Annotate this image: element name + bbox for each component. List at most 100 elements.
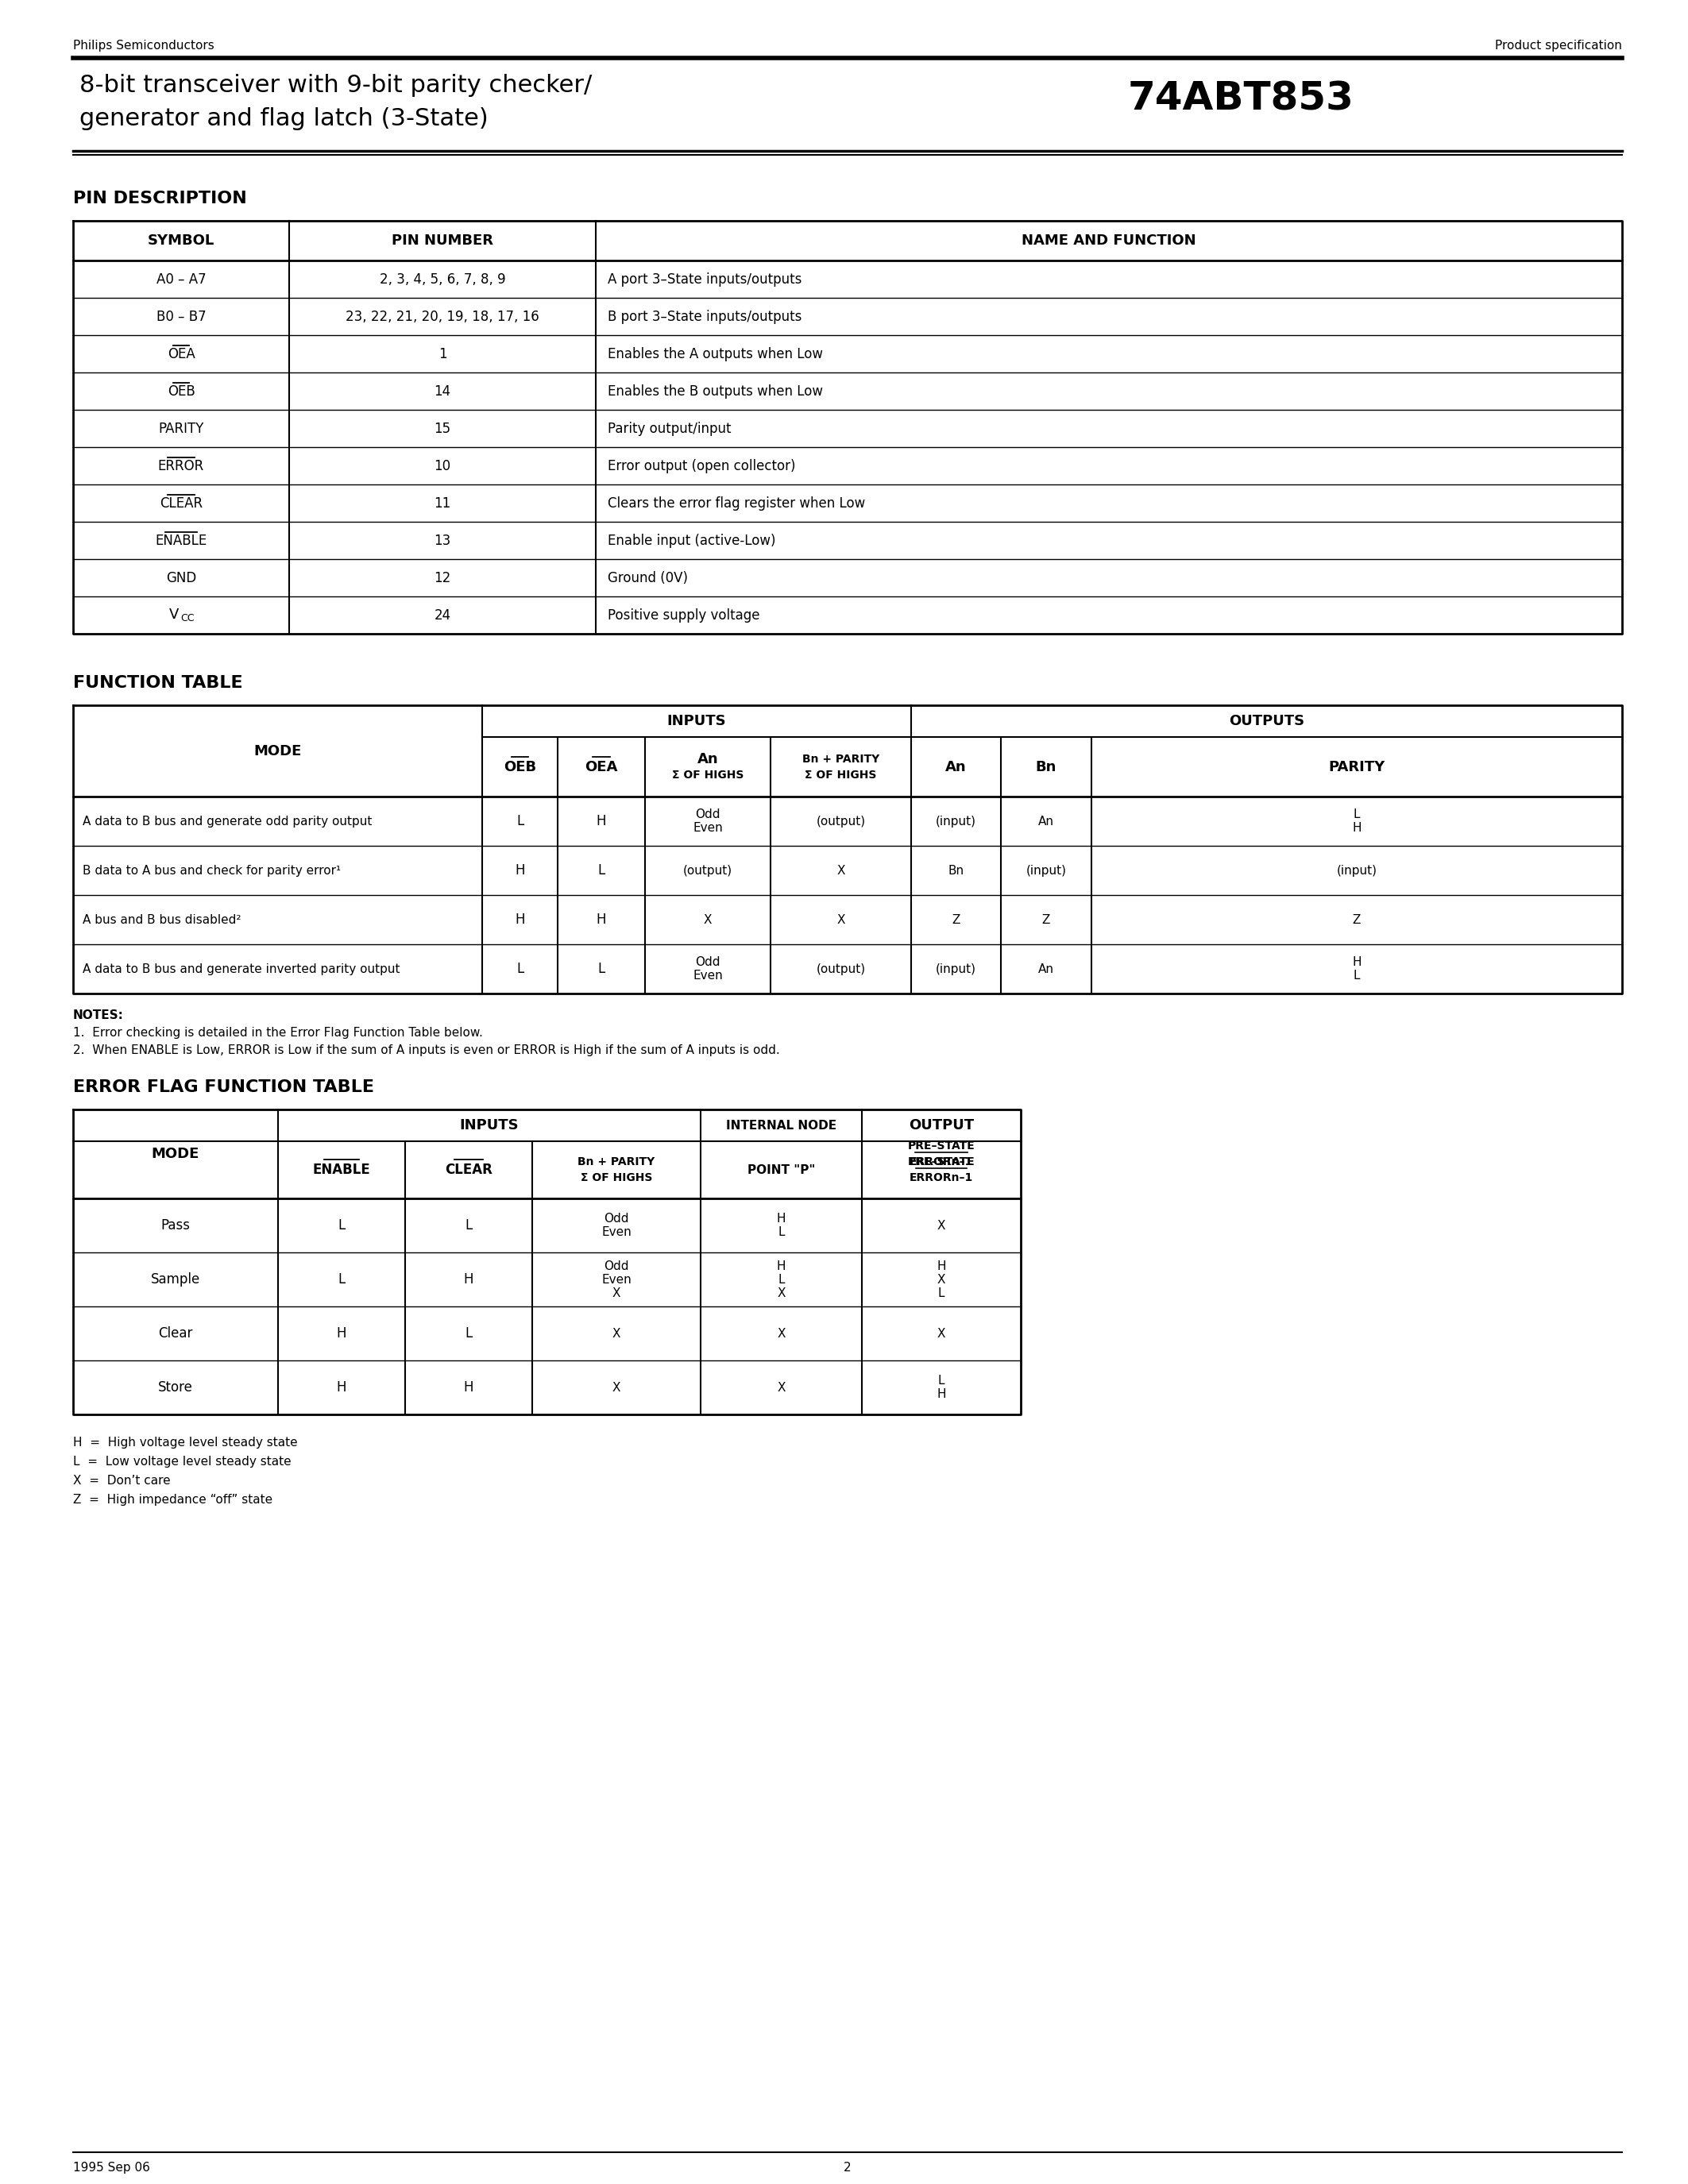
Text: X  =  Don’t care: X = Don’t care [73, 1474, 170, 1487]
Text: 1.  Error checking is detailed in the Error Flag Function Table below.: 1. Error checking is detailed in the Err… [73, 1026, 483, 1040]
Text: INPUTS: INPUTS [667, 714, 726, 727]
Text: Clears the error flag register when Low: Clears the error flag register when Low [608, 496, 866, 511]
Text: An: An [1038, 963, 1053, 974]
Text: CLEAR: CLEAR [446, 1162, 493, 1177]
Text: ENABLE: ENABLE [312, 1162, 370, 1177]
Text: 13: 13 [434, 533, 451, 548]
Text: Bn: Bn [949, 865, 964, 876]
Text: MODE: MODE [253, 745, 302, 758]
Text: PRE–STATE: PRE–STATE [908, 1155, 976, 1168]
Text: CC: CC [181, 614, 194, 622]
Text: 2: 2 [844, 2162, 851, 2173]
Text: Enable input (active-Low): Enable input (active-Low) [608, 533, 776, 548]
Text: H: H [515, 913, 525, 926]
Text: OEB: OEB [503, 760, 537, 773]
Text: X: X [776, 1382, 785, 1393]
Text: X: X [613, 1328, 621, 1339]
Text: L: L [338, 1273, 346, 1286]
Text: Clear: Clear [159, 1326, 192, 1341]
Text: X: X [613, 1286, 621, 1299]
Text: Z: Z [1041, 913, 1050, 926]
Text: 74ABT853: 74ABT853 [1128, 79, 1354, 118]
Text: Bn: Bn [1036, 760, 1057, 773]
Text: Odd: Odd [604, 1212, 630, 1225]
Text: H: H [464, 1273, 474, 1286]
Text: Even: Even [692, 970, 722, 981]
Text: L: L [464, 1219, 473, 1232]
Text: An: An [697, 751, 719, 767]
Text: Odd: Odd [695, 808, 721, 821]
Text: 8-bit transceiver with 9-bit parity checker/: 8-bit transceiver with 9-bit parity chec… [79, 74, 592, 96]
Text: L: L [338, 1219, 346, 1232]
Text: V: V [169, 607, 179, 622]
Text: X: X [776, 1286, 785, 1299]
Text: L: L [778, 1273, 785, 1286]
Text: Pass: Pass [160, 1219, 191, 1232]
Text: Z  =  High impedance “off” state: Z = High impedance “off” state [73, 1494, 272, 1505]
Text: Σ OF HIGHS: Σ OF HIGHS [805, 769, 876, 780]
Text: B data to A bus and check for parity error¹: B data to A bus and check for parity err… [83, 865, 341, 876]
Text: Odd: Odd [604, 1260, 630, 1271]
Text: FUNCTION TABLE: FUNCTION TABLE [73, 675, 243, 690]
Text: A bus and B bus disabled²: A bus and B bus disabled² [83, 913, 241, 926]
Text: A port 3–State inputs/outputs: A port 3–State inputs/outputs [608, 273, 802, 286]
Text: Even: Even [601, 1273, 631, 1286]
Text: (input): (input) [935, 963, 976, 974]
Text: PRE–STATE: PRE–STATE [908, 1140, 976, 1151]
Text: OUTPUTS: OUTPUTS [1229, 714, 1305, 727]
Text: 11: 11 [434, 496, 451, 511]
Text: Even: Even [601, 1225, 631, 1238]
Text: 10: 10 [434, 459, 451, 474]
Text: NAME AND FUNCTION: NAME AND FUNCTION [1021, 234, 1197, 247]
Text: PIN NUMBER: PIN NUMBER [392, 234, 493, 247]
Text: 12: 12 [434, 570, 451, 585]
Text: Bn + PARITY: Bn + PARITY [802, 753, 879, 764]
Text: POINT "P": POINT "P" [748, 1164, 815, 1175]
Text: Σ OF HIGHS: Σ OF HIGHS [581, 1173, 652, 1184]
Text: 14: 14 [434, 384, 451, 397]
Text: H: H [464, 1380, 474, 1396]
Text: CLEAR: CLEAR [160, 496, 203, 511]
Text: A data to B bus and generate odd parity output: A data to B bus and generate odd parity … [83, 815, 371, 828]
Text: 23, 22, 21, 20, 19, 18, 17, 16: 23, 22, 21, 20, 19, 18, 17, 16 [346, 310, 538, 323]
Text: H: H [1352, 821, 1361, 834]
Text: L: L [598, 961, 604, 976]
Text: ERRORn–1: ERRORn–1 [910, 1155, 974, 1168]
Text: L: L [1354, 808, 1361, 821]
Text: 15: 15 [434, 422, 451, 435]
Text: X: X [837, 913, 846, 926]
Text: (input): (input) [1026, 865, 1067, 876]
Text: Ground (0V): Ground (0V) [608, 570, 689, 585]
Text: NOTES:: NOTES: [73, 1009, 123, 1022]
Text: H: H [937, 1260, 945, 1271]
Text: L: L [939, 1374, 945, 1387]
Text: L: L [517, 961, 523, 976]
Text: Positive supply voltage: Positive supply voltage [608, 607, 760, 622]
Text: (output): (output) [817, 963, 866, 974]
Text: OEA: OEA [167, 347, 194, 360]
Text: An: An [1038, 815, 1053, 828]
Text: ERROR: ERROR [159, 459, 204, 474]
Text: L: L [517, 815, 523, 828]
Text: 2.  When ENABLE is Low, ERROR is Low if the sum of A inputs is even or ERROR is : 2. When ENABLE is Low, ERROR is Low if t… [73, 1044, 780, 1057]
Text: MODE: MODE [152, 1147, 199, 1162]
Text: (input): (input) [1337, 865, 1377, 876]
Text: H: H [336, 1326, 346, 1341]
Text: PARITY: PARITY [159, 422, 204, 435]
Text: An: An [945, 760, 967, 773]
Text: H: H [776, 1212, 787, 1225]
Text: H: H [776, 1260, 787, 1271]
Text: H: H [937, 1389, 945, 1400]
Text: OEB: OEB [167, 384, 194, 397]
Text: X: X [776, 1328, 785, 1339]
Text: H: H [596, 913, 606, 926]
Text: X: X [704, 913, 712, 926]
Text: Even: Even [692, 821, 722, 834]
Text: Store: Store [159, 1380, 192, 1396]
Text: H: H [596, 815, 606, 828]
Text: OUTPUT: OUTPUT [908, 1118, 974, 1133]
Text: B0 – B7: B0 – B7 [157, 310, 206, 323]
Text: L  =  Low voltage level steady state: L = Low voltage level steady state [73, 1457, 292, 1468]
Text: (output): (output) [817, 815, 866, 828]
Text: INTERNAL NODE: INTERNAL NODE [726, 1120, 837, 1131]
